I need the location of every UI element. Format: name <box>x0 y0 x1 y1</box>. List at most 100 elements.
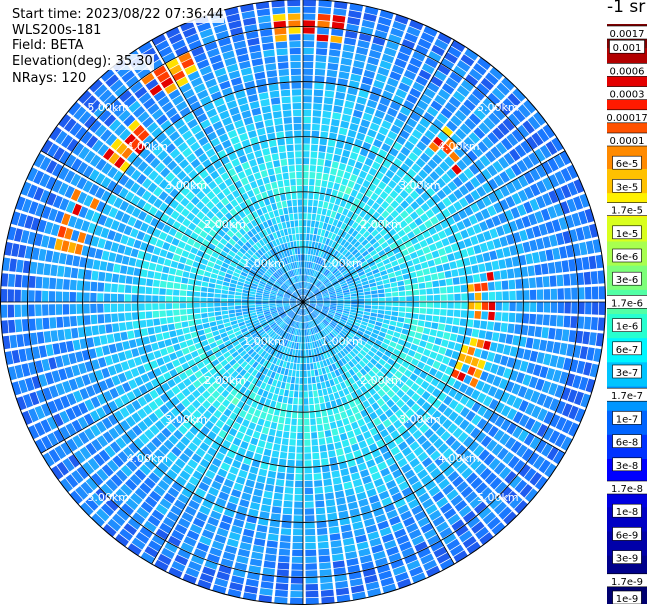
range-gate <box>234 164 243 174</box>
range-gate <box>304 487 314 495</box>
range-gate <box>292 277 296 284</box>
range-gate <box>199 573 214 583</box>
range-gate <box>75 126 88 141</box>
range-gate <box>539 366 549 379</box>
range-gate <box>222 399 231 408</box>
range-gate <box>258 231 265 239</box>
range-gate <box>404 355 413 363</box>
range-gate <box>77 416 89 430</box>
range-gate <box>459 123 472 135</box>
range-gate <box>321 310 328 314</box>
range-gate <box>155 503 168 516</box>
range-gate <box>336 293 344 297</box>
range-gate <box>181 175 192 186</box>
range-gate <box>253 322 260 327</box>
range-gate <box>254 324 262 330</box>
range-gate <box>97 144 109 157</box>
range-gate <box>209 256 217 263</box>
range-gate <box>268 233 275 241</box>
range-gate <box>413 174 424 184</box>
range-gate <box>323 269 329 275</box>
range-gate <box>350 307 358 310</box>
range-gate <box>399 220 408 229</box>
range-gate <box>147 270 155 279</box>
range-gate <box>273 492 283 500</box>
range-gate <box>324 318 331 323</box>
range-gate <box>356 380 364 388</box>
range-gate <box>352 324 359 330</box>
range-gate <box>206 108 218 118</box>
range-gate <box>469 68 483 81</box>
range-gate <box>263 274 270 280</box>
range-gate <box>393 331 401 338</box>
range-gate <box>305 522 315 529</box>
range-gate <box>240 340 248 347</box>
range-gate <box>305 597 319 605</box>
range-gate <box>239 499 250 508</box>
range-gate <box>286 290 292 295</box>
range-gate <box>312 383 317 391</box>
range-gate <box>554 385 565 398</box>
range-gate <box>346 353 354 360</box>
range-gate <box>360 385 368 394</box>
range-gate <box>115 488 128 502</box>
range-gate <box>265 285 272 290</box>
range-gate <box>42 277 50 289</box>
range-gate <box>116 142 128 155</box>
range-gate <box>428 124 440 135</box>
range-gate <box>524 402 536 416</box>
range-gate <box>376 371 385 379</box>
range-gate <box>331 363 338 371</box>
range-gate <box>228 152 238 161</box>
range-gate <box>304 289 307 296</box>
range-gate <box>254 225 261 233</box>
range-gate <box>344 488 355 497</box>
range-gate <box>394 452 404 462</box>
range-gate <box>225 242 233 250</box>
range-gate <box>131 400 142 411</box>
range-gate <box>255 241 262 249</box>
range-gate <box>424 480 437 491</box>
range-gate <box>262 254 268 262</box>
range-gate <box>537 128 550 143</box>
range-gate <box>536 289 544 300</box>
range-gate <box>390 404 400 413</box>
range-gate <box>140 501 154 514</box>
range-gate <box>209 415 218 424</box>
range-gate <box>309 304 316 307</box>
range-gate <box>436 178 446 188</box>
range-gate <box>157 479 170 491</box>
range-gate <box>271 288 278 293</box>
range-gate <box>117 351 127 362</box>
range-gate <box>183 164 194 175</box>
range-gate <box>335 587 350 596</box>
range-gate <box>234 268 242 274</box>
range-gate <box>527 452 540 466</box>
range-gate <box>312 287 317 293</box>
range-gate <box>493 188 504 201</box>
range-gate <box>291 327 295 335</box>
range-gate <box>48 304 56 316</box>
range-gate <box>105 324 113 334</box>
range-gate <box>294 335 298 343</box>
range-gate <box>162 456 173 468</box>
range-gate <box>401 328 409 335</box>
range-gate <box>311 213 317 221</box>
range-gate <box>506 408 518 421</box>
range-gate <box>349 350 357 358</box>
range-gate <box>390 375 399 384</box>
range-gate <box>359 554 373 564</box>
range-gate <box>253 488 263 497</box>
range-gate <box>346 321 353 327</box>
range-gate <box>108 252 117 262</box>
range-gate <box>139 526 153 539</box>
range-gate <box>232 189 240 198</box>
range-gate <box>130 169 142 181</box>
range-gate <box>275 262 281 269</box>
range-gate <box>212 268 220 275</box>
range-gate <box>321 267 327 274</box>
range-gate <box>152 287 159 295</box>
range-gate <box>359 339 366 346</box>
range-gate <box>62 380 72 394</box>
range-gate <box>216 191 226 201</box>
